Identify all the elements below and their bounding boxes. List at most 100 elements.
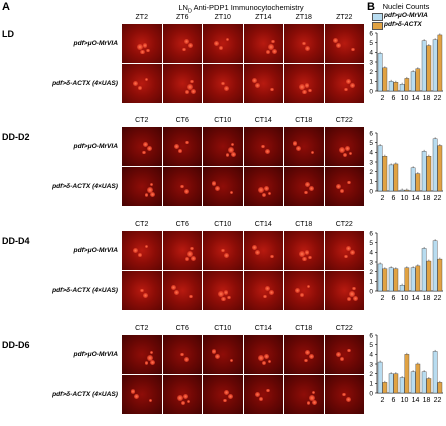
micrograph-cell bbox=[243, 375, 283, 414]
nucleus-spot bbox=[261, 360, 267, 366]
nucleus-spot bbox=[299, 293, 304, 297]
nucleus-spot bbox=[302, 256, 307, 262]
nucleus-spot bbox=[266, 388, 270, 393]
x-tick-label: 22 bbox=[434, 95, 442, 102]
micrograph-cell bbox=[162, 24, 202, 63]
bar-series-1 bbox=[410, 167, 416, 192]
nucleus-spot bbox=[150, 191, 156, 197]
nucleus-spot bbox=[347, 180, 351, 185]
nucleus-spot bbox=[349, 83, 355, 88]
condition-label: DD-D6 bbox=[2, 340, 30, 350]
micrograph-cell bbox=[203, 64, 243, 103]
timepoint-label: CT2 bbox=[135, 325, 149, 332]
timepoint-label: CT18 bbox=[295, 325, 313, 332]
nucleus-spot bbox=[133, 394, 139, 399]
nucleus-spot bbox=[150, 359, 156, 365]
bar-series-2 bbox=[382, 155, 388, 192]
nucleus-spot bbox=[190, 255, 196, 261]
nucleus-spot bbox=[336, 43, 342, 48]
micrograph-cell bbox=[162, 375, 202, 414]
micrograph-cell bbox=[203, 24, 243, 63]
nucleus-spot bbox=[144, 193, 149, 197]
nucleus-spot bbox=[190, 88, 196, 94]
timepoint-label: CT14 bbox=[254, 221, 272, 228]
nucleus-spot bbox=[295, 146, 301, 151]
bar-series-2 bbox=[426, 260, 432, 292]
nucleus-spot bbox=[347, 348, 351, 353]
bar-series-2 bbox=[437, 34, 443, 92]
nucleus-spot bbox=[340, 189, 345, 193]
micrograph-cell bbox=[243, 127, 283, 166]
nucleus-spot bbox=[267, 191, 272, 196]
condition-label: DD-D2 bbox=[2, 132, 30, 142]
bar-series-1 bbox=[399, 189, 405, 192]
title-subscript: D bbox=[187, 8, 192, 15]
nucleus-spot bbox=[270, 254, 274, 259]
nucleus-spot bbox=[304, 83, 310, 88]
micrograph-cell bbox=[203, 271, 243, 310]
timepoint-label: CT6 bbox=[175, 325, 189, 332]
y-tick-label: 2 bbox=[369, 69, 373, 76]
nucleus-spot bbox=[149, 350, 154, 355]
bar-series-2 bbox=[415, 363, 421, 394]
micrograph-cell bbox=[324, 167, 364, 206]
x-tick-label: 2 bbox=[381, 195, 385, 202]
nucleus-spot bbox=[133, 81, 139, 86]
x-tick-label: 14 bbox=[412, 295, 420, 302]
nucleus-spot bbox=[141, 150, 146, 155]
nucleus-spot bbox=[258, 355, 265, 362]
panel-b-letter: B bbox=[367, 1, 375, 13]
timepoint-label: CT10 bbox=[214, 117, 232, 124]
micrograph-cell bbox=[122, 127, 162, 166]
micrograph-cell bbox=[324, 231, 364, 270]
y-tick-label: 5 bbox=[369, 342, 373, 349]
micrograph-cell bbox=[284, 231, 324, 270]
micrograph-cell bbox=[243, 335, 283, 374]
nucleus-spot bbox=[137, 86, 142, 90]
nucleus-spot bbox=[229, 190, 234, 195]
timepoint-label: ZT22 bbox=[336, 14, 353, 21]
x-tick-label: 2 bbox=[381, 397, 385, 404]
nucleus-spot bbox=[171, 284, 176, 290]
y-tick-label: 0 bbox=[369, 288, 373, 295]
micrograph-cell bbox=[122, 375, 162, 414]
timepoint-label: ZT2 bbox=[135, 14, 148, 21]
nucleus-spot bbox=[144, 244, 149, 249]
nucleus-spot bbox=[218, 46, 223, 50]
micrograph-cell bbox=[243, 167, 283, 206]
nucleus-spot bbox=[268, 290, 274, 295]
x-tick-label: 22 bbox=[434, 295, 442, 302]
nucleus-spot bbox=[230, 142, 235, 147]
bar-series-1 bbox=[432, 240, 438, 292]
bar-series-1 bbox=[421, 248, 427, 292]
nucleus-spot bbox=[264, 148, 270, 154]
nucleus-spot bbox=[352, 295, 358, 301]
y-tick-label: 1 bbox=[369, 279, 373, 286]
y-tick-label: 0 bbox=[369, 188, 373, 195]
timepoint-label: ZT10 bbox=[214, 14, 231, 21]
y-tick-label: 4 bbox=[369, 250, 373, 257]
genotype-label: pdf>μO-MrVIA bbox=[73, 143, 118, 150]
nucleus-spot bbox=[305, 350, 311, 355]
nucleus-spot bbox=[349, 291, 356, 298]
bar-series-2 bbox=[426, 45, 432, 92]
nucleus-spot bbox=[298, 251, 305, 258]
nucleus-spot bbox=[214, 41, 220, 46]
bar-series-2 bbox=[437, 382, 443, 394]
x-tick-label: 10 bbox=[401, 95, 409, 102]
nucleus-spot bbox=[137, 253, 142, 257]
nucleus-spot bbox=[339, 147, 346, 154]
nucleus-spot bbox=[177, 395, 184, 402]
timepoint-label: ZT14 bbox=[255, 14, 272, 21]
micrograph-cell bbox=[324, 127, 364, 166]
nucleus-spot bbox=[267, 359, 272, 364]
legend-label-1: pdf>μO-MrVIA bbox=[384, 12, 428, 19]
micrograph-cell bbox=[162, 127, 202, 166]
nucleus-spot bbox=[255, 83, 261, 88]
genotype-label: pdf>δ-ACTX (4×UAS) bbox=[52, 183, 118, 190]
nucleus-spot bbox=[143, 142, 149, 147]
y-tick-label: 3 bbox=[369, 259, 373, 266]
nucleus-spot bbox=[183, 394, 188, 399]
y-tick-label: 4 bbox=[369, 150, 373, 157]
